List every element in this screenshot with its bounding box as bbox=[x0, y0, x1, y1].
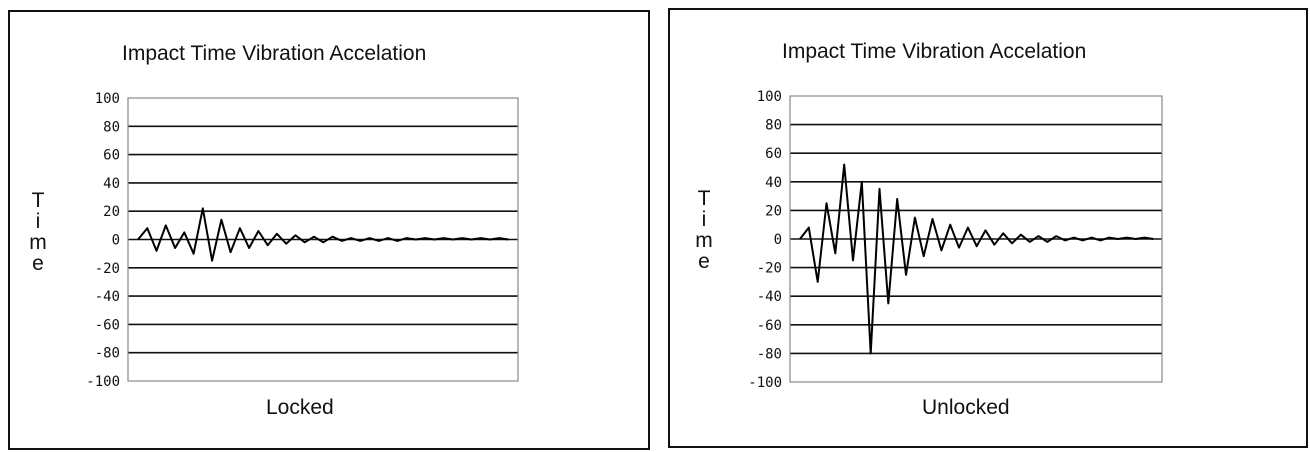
y-tick-label: 20 bbox=[103, 204, 120, 220]
chart-title: Impact Time Vibration Accelation bbox=[782, 40, 1087, 63]
y-tick-label: -80 bbox=[95, 346, 120, 362]
y-axis-label-letter: m bbox=[695, 229, 713, 252]
plot-area bbox=[127, 97, 519, 382]
y-tick-label: -40 bbox=[757, 289, 782, 305]
y-tick-label: 40 bbox=[103, 176, 120, 192]
y-axis-label-letter: T bbox=[697, 187, 711, 210]
y-tick-label: -100 bbox=[86, 374, 120, 390]
y-axis-label: T i m e bbox=[28, 190, 48, 274]
series-line bbox=[137, 207, 509, 262]
y-tick-label: -100 bbox=[748, 375, 782, 391]
y-tick-label: 80 bbox=[765, 118, 782, 134]
x-axis-label: Unlocked bbox=[922, 396, 1010, 419]
y-tick-label: -60 bbox=[95, 317, 120, 333]
y-tick-label: -60 bbox=[757, 318, 782, 334]
y-tick-label: 60 bbox=[103, 148, 120, 164]
y-axis-label-letter: i bbox=[701, 208, 707, 231]
y-axis-label-letter: i bbox=[35, 210, 41, 233]
y-axis-label-letter: T bbox=[31, 189, 45, 212]
chart-svg: 100 80 60 40 20 0 -20 -40 -60 -80 -100 bbox=[86, 91, 519, 390]
chart-panel-unlocked: Impact Time Vibration Accelation T i m e… bbox=[668, 8, 1308, 448]
y-tick-label: 60 bbox=[765, 146, 782, 162]
chart-panel-locked: Impact Time Vibration Accelation T i m e… bbox=[8, 10, 650, 450]
y-tick-label: 20 bbox=[765, 203, 782, 219]
y-axis-label-letter: e bbox=[698, 250, 710, 273]
chart-title: Impact Time Vibration Accelation bbox=[122, 42, 427, 65]
y-tick-label: -40 bbox=[95, 289, 120, 305]
y-tick-label: 100 bbox=[757, 89, 782, 105]
y-axis-label-letter: m bbox=[29, 231, 47, 254]
series-line bbox=[799, 163, 1154, 355]
y-tick-label: -20 bbox=[95, 261, 120, 277]
y-tick-label: 0 bbox=[112, 233, 120, 249]
y-tick-label: 0 bbox=[774, 232, 782, 248]
chart-svg: 100 80 60 40 20 0 -20 -40 -60 -80 -100 bbox=[748, 89, 1163, 391]
plot-area bbox=[789, 95, 1163, 383]
y-tick-label: -20 bbox=[757, 261, 782, 277]
y-axis-label-letter: e bbox=[32, 252, 44, 275]
y-tick-label: 100 bbox=[95, 91, 120, 107]
y-axis-label: T i m e bbox=[694, 188, 714, 272]
y-tick-label: 40 bbox=[765, 175, 782, 191]
y-tick-label: 80 bbox=[103, 119, 120, 135]
x-axis-label: Locked bbox=[266, 396, 334, 419]
y-tick-label: -80 bbox=[757, 346, 782, 362]
